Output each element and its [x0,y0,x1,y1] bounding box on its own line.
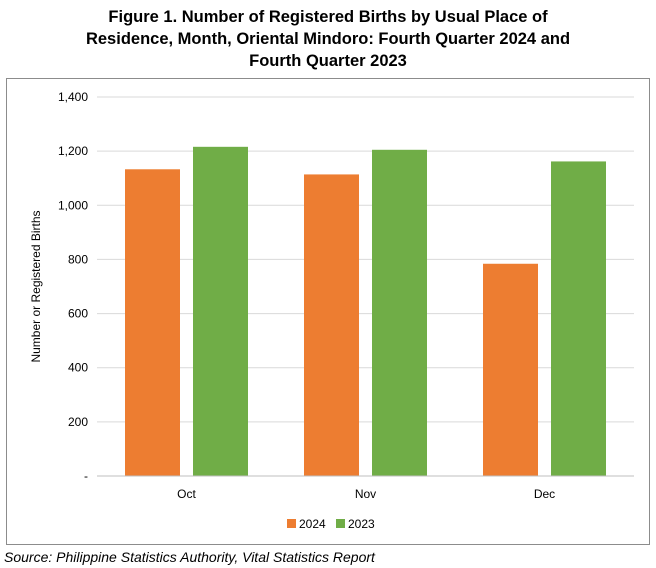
y-tick-label: 400 [68,361,88,375]
y-tick-label: 600 [68,307,88,321]
x-tick-label: Dec [534,487,555,501]
y-tick-label: 1,000 [58,198,88,212]
bar-2023-dec [551,161,606,476]
y-tick-label: - [84,469,88,483]
chart-title-line-3: Fourth Quarter 2023 [249,52,407,70]
y-tick-label: 1,200 [58,144,88,158]
bar-2023-oct [193,146,248,476]
bar-2023-nov [372,149,427,476]
x-tick-label: Oct [177,487,196,501]
bar-2024-oct [125,169,180,477]
source-note: Source: Philippine Statistics Authority,… [4,549,375,565]
legend-label-2023: 2023 [348,517,375,531]
legend-swatch-2024 [287,519,296,528]
y-tick-label: 1,400 [58,90,88,104]
bar-2024-nov [304,174,359,476]
chart-title: Figure 1. Number of Registered Births by… [0,6,656,72]
y-tick-label: 200 [68,415,88,429]
bar-2024-dec [483,263,538,476]
y-tick-label: 800 [68,252,88,266]
legend-label-2024: 2024 [299,517,326,531]
legend-swatch-2023 [336,519,345,528]
chart-title-line-1: Figure 1. Number of Registered Births by… [108,8,548,26]
x-tick-label: Nov [355,487,376,501]
y-axis-label: Number or Registered Births [29,210,43,362]
chart-title-line-2: Residence, Month, Oriental Mindoro: Four… [85,30,571,48]
